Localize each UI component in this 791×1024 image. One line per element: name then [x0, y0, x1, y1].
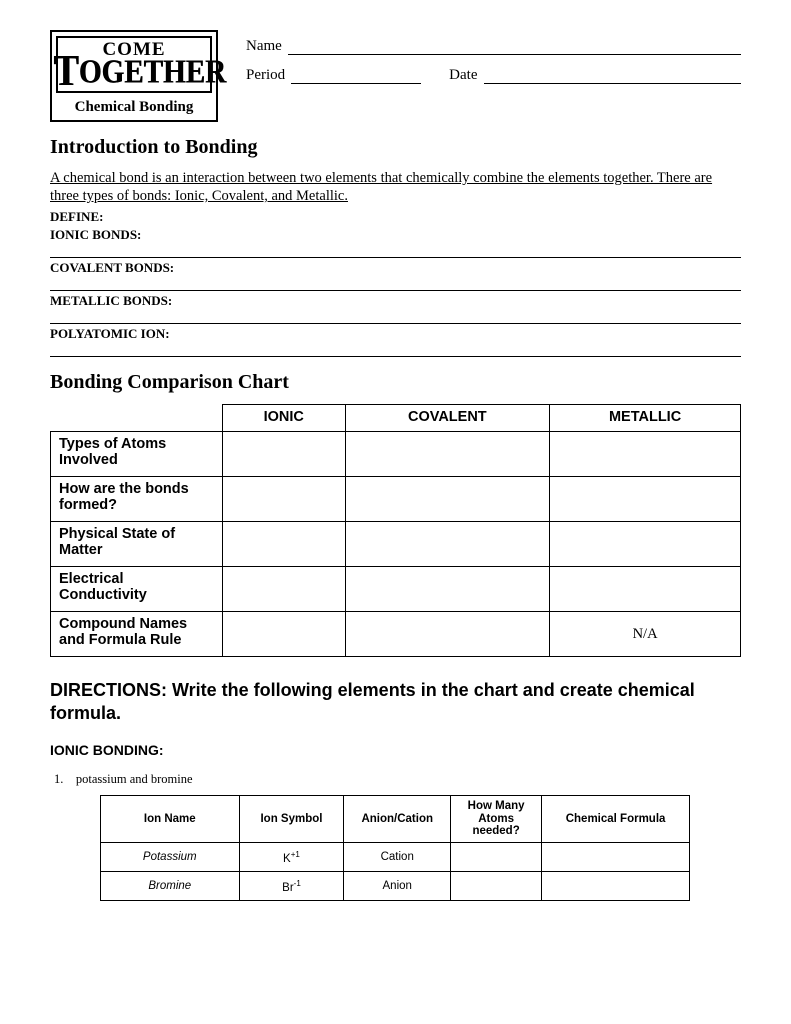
ion-table-header-row: Ion Name Ion Symbol Anion/Cation How Man… — [101, 796, 690, 843]
period-date-line: Period Date — [246, 67, 741, 84]
header-row: COME TOGETHER Chemical Bonding Name Peri… — [50, 30, 741, 122]
comparison-row: Types of Atoms Involved — [51, 432, 741, 477]
logo-subtitle: Chemical Bonding — [56, 99, 212, 116]
ion-name-cell: Potassium — [101, 843, 240, 872]
ion-name-cell: Bromine — [101, 872, 240, 901]
comparison-row-label: Electrical Conductivity — [51, 567, 223, 612]
comparison-cell[interactable] — [223, 432, 346, 477]
ion-symbol-cell: K+1 — [239, 843, 344, 872]
ion-table-row: PotassiumK+1Cation — [101, 843, 690, 872]
define-blank-line[interactable] — [50, 243, 741, 258]
define-term-label: METALLIC BONDS: — [50, 293, 741, 309]
question-1: 1. potassium and bromine — [54, 772, 741, 787]
comparison-row-label: How are the bonds formed? — [51, 477, 223, 522]
ion-type-cell: Cation — [344, 843, 451, 872]
define-heading: DEFINE: — [50, 209, 741, 225]
ion-formula-cell[interactable] — [542, 843, 690, 872]
comparison-header-row: IONIC COVALENT METALLIC — [51, 405, 741, 432]
comparison-cell[interactable] — [345, 432, 550, 477]
ion-type-cell: Anion — [344, 872, 451, 901]
item-text: potassium and bromine — [76, 772, 193, 786]
period-blank[interactable] — [291, 67, 421, 84]
comparison-cell[interactable] — [223, 567, 346, 612]
logo-inner: COME TOGETHER — [56, 36, 212, 93]
col-covalent: COVALENT — [345, 405, 550, 432]
th-anion-cation: Anion/Cation — [344, 796, 451, 843]
comparison-cell[interactable] — [223, 477, 346, 522]
intro-heading: Introduction to Bonding — [50, 136, 741, 159]
th-ion-name: Ion Name — [101, 796, 240, 843]
logo-box: COME TOGETHER Chemical Bonding — [50, 30, 218, 122]
intro-text: A chemical bond is an interaction betwee… — [50, 169, 741, 205]
comparison-cell[interactable] — [223, 612, 346, 657]
comparison-table: IONIC COVALENT METALLIC Types of Atoms I… — [50, 404, 741, 657]
ion-atoms-cell[interactable] — [451, 872, 542, 901]
comparison-row-label: Physical State of Matter — [51, 522, 223, 567]
comparison-row-label: Types of Atoms Involved — [51, 432, 223, 477]
name-blank[interactable] — [288, 38, 741, 55]
ion-formula-cell[interactable] — [542, 872, 690, 901]
define-blank-line[interactable] — [50, 309, 741, 324]
th-how-many: How Many Atoms needed? — [451, 796, 542, 843]
comparison-cell[interactable] — [550, 567, 741, 612]
define-term-label: IONIC BONDS: — [50, 227, 741, 243]
comparison-cell[interactable] — [550, 477, 741, 522]
date-label: Date — [449, 67, 477, 84]
comparison-cell[interactable] — [345, 522, 550, 567]
define-term-label: COVALENT BONDS: — [50, 260, 741, 276]
period-label: Period — [246, 67, 285, 84]
comparison-row: Electrical Conductivity — [51, 567, 741, 612]
ionic-subheading: IONIC BONDING: — [50, 742, 741, 758]
comparison-cell[interactable] — [345, 567, 550, 612]
item-number: 1. — [54, 772, 63, 786]
define-blank-line[interactable] — [50, 276, 741, 291]
comparison-cell[interactable] — [345, 477, 550, 522]
comparison-row-label: Compound Names and Formula Rule — [51, 612, 223, 657]
comparison-cell[interactable] — [223, 522, 346, 567]
col-ionic: IONIC — [223, 405, 346, 432]
define-block: DEFINE: IONIC BONDS: COVALENT BONDS: METAL… — [50, 209, 741, 357]
comparison-cell[interactable] — [550, 522, 741, 567]
define-blank-line[interactable] — [50, 342, 741, 357]
name-label: Name — [246, 38, 282, 55]
comparison-row: Physical State of Matter — [51, 522, 741, 567]
logo-line2: TOGETHER — [53, 54, 214, 92]
col-metallic: METALLIC — [550, 405, 741, 432]
comparison-cell[interactable] — [345, 612, 550, 657]
th-chem-formula: Chemical Formula — [542, 796, 690, 843]
comparison-row: Compound Names and Formula Rule N/A — [51, 612, 741, 657]
form-fields: Name Period Date — [246, 30, 741, 96]
comparison-row: How are the bonds formed? — [51, 477, 741, 522]
worksheet-page: COME TOGETHER Chemical Bonding Name Peri… — [0, 0, 791, 1024]
comparison-heading: Bonding Comparison Chart — [50, 371, 741, 394]
ion-table-row: BromineBr-1Anion — [101, 872, 690, 901]
comparison-cell[interactable]: N/A — [550, 612, 741, 657]
ion-symbol-cell: Br-1 — [239, 872, 344, 901]
comparison-header-empty — [51, 405, 223, 432]
define-term-label: POLYATOMIC ION: — [50, 326, 741, 342]
date-blank[interactable] — [484, 67, 742, 84]
ion-atoms-cell[interactable] — [451, 843, 542, 872]
name-line: Name — [246, 38, 741, 55]
th-ion-symbol: Ion Symbol — [239, 796, 344, 843]
directions-heading: DIRECTIONS: Write the following elements… — [50, 679, 741, 724]
comparison-cell[interactable] — [550, 432, 741, 477]
ion-table: Ion Name Ion Symbol Anion/Cation How Man… — [100, 795, 690, 901]
